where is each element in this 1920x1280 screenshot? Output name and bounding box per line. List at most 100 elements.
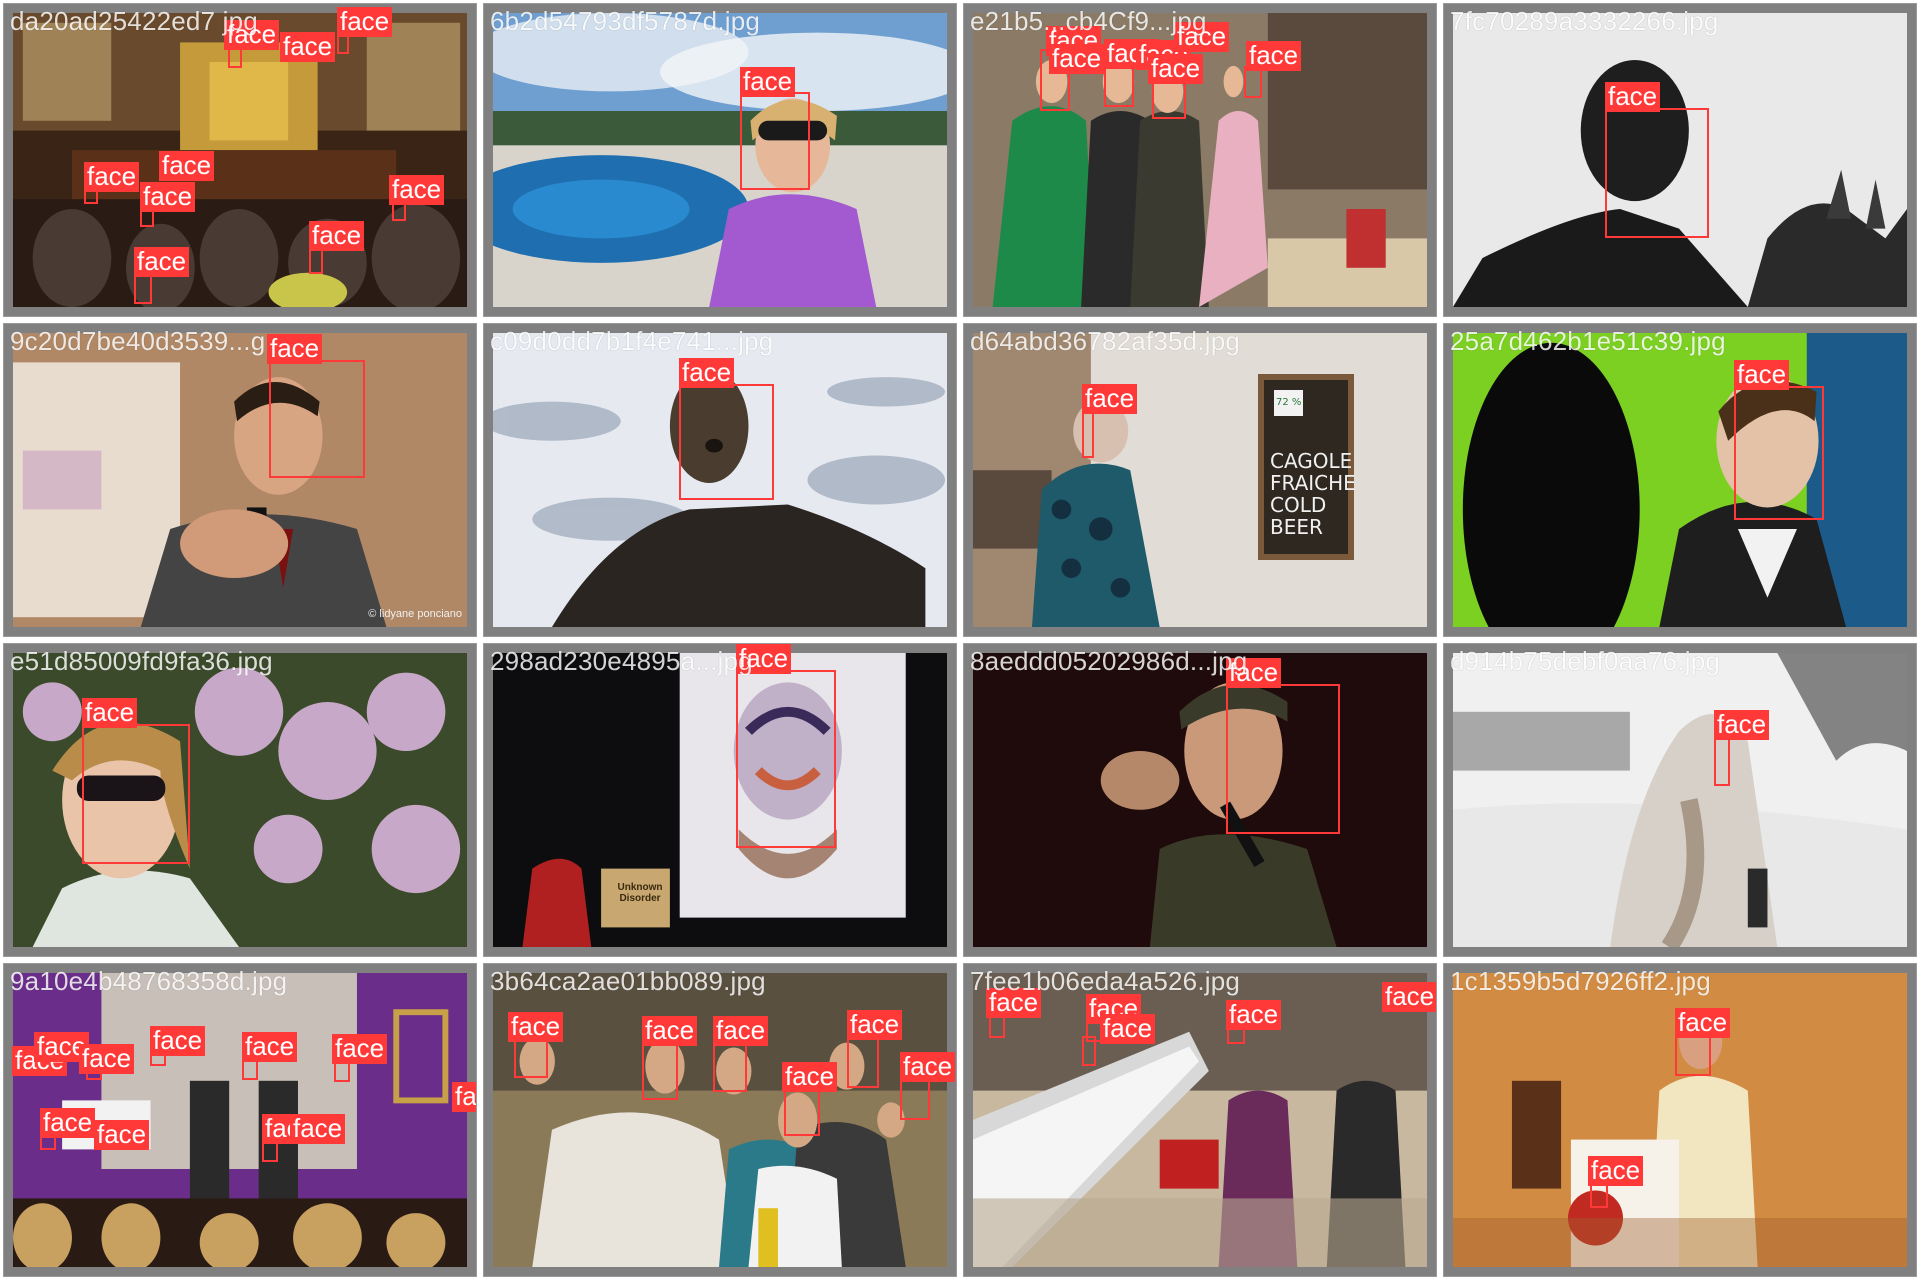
face-box [1714,736,1730,786]
face-label: face [679,358,735,388]
grid-tile-16[interactable]: 1c1359b5d7926ff2.jpg face face [1443,963,1917,1277]
grid-tile-8[interactable]: 25a7d462b1e51c39.jpg face [1443,323,1917,637]
grid-tile-4[interactable]: 7fc70289a3332266.jpg face [1443,3,1917,317]
hot-spring-scene [493,13,947,307]
face-label: face [1382,982,1436,1012]
face-label: face [642,1016,698,1046]
stage-scene [493,653,947,947]
face-label: face [1588,1156,1644,1186]
photo-2 [493,13,947,307]
face-box [1675,1034,1711,1076]
face-label: face [508,1012,564,1042]
tile-filename: 25a7d462b1e51c39.jpg [1450,326,1726,356]
face-label: face [1226,1000,1282,1030]
photo-4 [1453,13,1907,307]
face-label: face [242,1032,298,1062]
face-label: face [1174,22,1230,52]
face-label: face [337,7,393,37]
face-label: face [740,67,796,97]
tile-filename: e51d85009fd9fa36.jpg [10,646,273,676]
chalkboard-sign: 72 % CAGOLE FRAICHE COLD BEER [1258,374,1356,560]
face-label: face [1226,658,1282,688]
grid-tile-3[interactable]: e21b5...cb4Cf9...jpg face face face face… [963,3,1437,317]
face-label: face [140,182,196,212]
face-label: face [332,1034,388,1064]
photo-5 [13,333,467,627]
face-label: face [1049,44,1105,74]
tile-filename: d914b75debf0aa76.jpg [1450,646,1721,676]
face-label: face [267,334,323,364]
face-label: face [452,1082,476,1112]
speaker-scene [13,333,467,627]
face-box [1605,108,1709,238]
grid-tile-10[interactable]: Unknown Disorder 298ad230e4895a...jpg fa… [483,643,957,957]
face-box [847,1036,879,1088]
tile-filename: c09d0dd7b1f4e741...jpg [490,326,774,356]
photo-9 [13,653,467,947]
grid-tile-11[interactable]: 8aeddd05202986d...jpg face [963,643,1437,957]
grid-tile-13[interactable]: 9a10e4b48768358d.jpg face face face face… [3,963,477,1277]
face-label: face [94,1120,150,1150]
face-label: face [224,20,280,50]
face-box [82,724,190,864]
face-box [736,670,836,848]
face-box [642,1042,678,1100]
face-label: face [40,1108,96,1138]
tile-filename: 1c1359b5d7926ff2.jpg [1450,966,1711,996]
face-box [269,360,365,478]
beach-scene [1453,653,1907,947]
street-scene [973,333,1427,627]
tile-filename: 8aeddd05202986d...jpg [970,646,1248,676]
face-label: face [79,1044,135,1074]
face-label: face [1675,1008,1731,1038]
grid-tile-1[interactable]: da20ad25422ed7 jpg face face face face f… [3,3,477,317]
tile-filename: 298ad230e4895a...jpg [490,646,753,676]
photo-12 [1453,653,1907,947]
photo-8 [1453,333,1907,627]
singer-scene [973,653,1427,947]
grid-tile-14[interactable]: 3b64ca2ae01bb089.jpg face face face face… [483,963,957,1277]
market-scene [973,973,1427,1267]
face-label: face [1734,360,1790,390]
face-box [1226,684,1340,834]
face-box [679,384,774,500]
face-box [1082,1036,1096,1066]
bw-portrait-scene [1453,13,1907,307]
face-box [1082,410,1094,458]
face-label: face [900,1052,956,1082]
face-label: face [713,1016,769,1046]
blossom-scene [13,653,467,947]
grid-tile-12[interactable]: d914b75debf0aa76.jpg face [1443,643,1917,957]
face-label: face [134,247,190,277]
photo-10 [493,653,947,947]
photo-credit: © lidyane ponciano [368,608,462,620]
grid-tile-2[interactable]: 6b2d54793df5787d.jpg face [483,3,957,317]
face-label: face [1148,54,1204,84]
tile-filename: 7fc70289a3332266.jpg [1450,6,1719,36]
grid-tile-6[interactable]: c09d0dd7b1f4e741...jpg face [483,323,957,637]
grid-tile-7[interactable]: d64abd36782af35d.jpg 72 % CAGOLE FRAICHE… [963,323,1437,637]
face-label: face [159,151,215,181]
face-label: face [1082,384,1138,414]
tile-filename: 9c20d7be40d3539...g [10,326,266,356]
grid-tile-9[interactable]: e51d85009fd9fa36.jpg face [3,643,477,957]
face-label: face [1246,41,1302,71]
face-label: face [986,988,1042,1018]
face-label: face [309,221,365,251]
sign-header: 72 % [1274,390,1304,416]
tile-filename: 6b2d54793df5787d.jpg [490,6,761,36]
face-box [740,92,810,190]
grid-tile-5[interactable]: 9c20d7be40d3539...g face © lidyane ponci… [3,323,477,637]
face-label: face [280,32,336,62]
face-label: face [1714,710,1770,740]
face-box [1734,386,1824,520]
podium-sign: Unknown Disorder [617,882,663,904]
face-label: face [150,1026,206,1056]
tile-filename: 9a10e4b48768358d.jpg [10,966,288,996]
window-scene [1453,333,1907,627]
face-box [713,1042,747,1092]
face-box [900,1076,930,1120]
photo-11 [973,653,1427,947]
grid-tile-15[interactable]: 7fee1b06eda4a526.jpg face face face face… [963,963,1437,1277]
